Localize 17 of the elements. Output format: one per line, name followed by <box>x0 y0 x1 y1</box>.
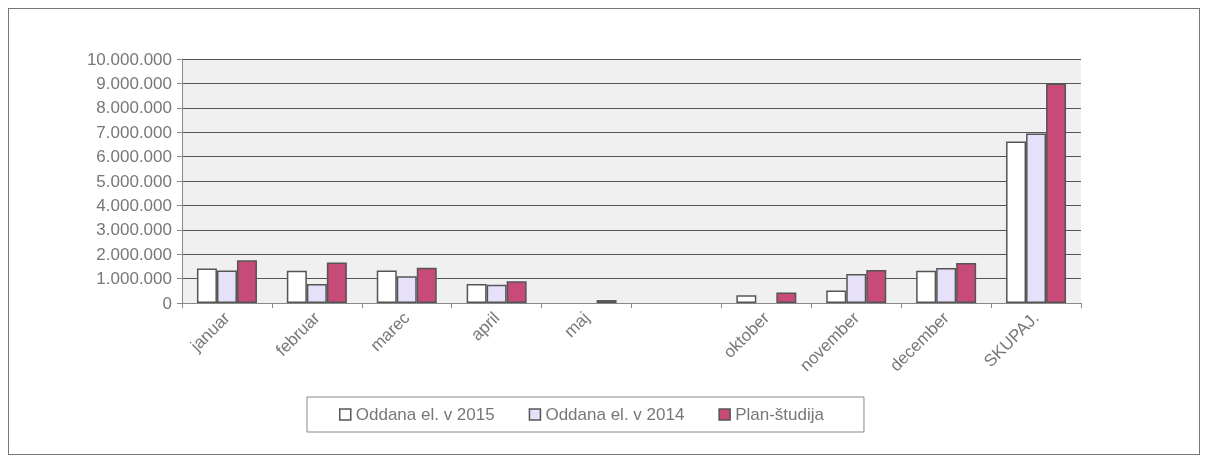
y-tick-label: 7.000.000 <box>96 122 172 142</box>
y-tick-label: 5.000.000 <box>96 171 172 191</box>
y-tick-label: 8.000.000 <box>96 98 172 118</box>
legend-label: Oddana el. v 2015 <box>355 405 495 424</box>
legend-label: Plan-študija <box>735 405 825 424</box>
y-tick-label: 3.000.000 <box>96 220 172 240</box>
y-tick-label: 4.000.000 <box>96 195 172 215</box>
y-tick-label: 0 <box>162 293 172 313</box>
y-tick-label: 2.000.000 <box>96 244 172 264</box>
y-tick-label: 6.000.000 <box>96 147 172 167</box>
y-tick-label: 10.000.000 <box>86 49 172 69</box>
x-tick-label: maj <box>560 308 594 342</box>
bar <box>776 292 797 303</box>
bar <box>736 295 757 303</box>
y-tick-label: 1.000.000 <box>96 269 172 289</box>
legend-label: Oddana el. v 2014 <box>545 405 685 424</box>
y-tick-label: 9.000.000 <box>96 73 172 93</box>
